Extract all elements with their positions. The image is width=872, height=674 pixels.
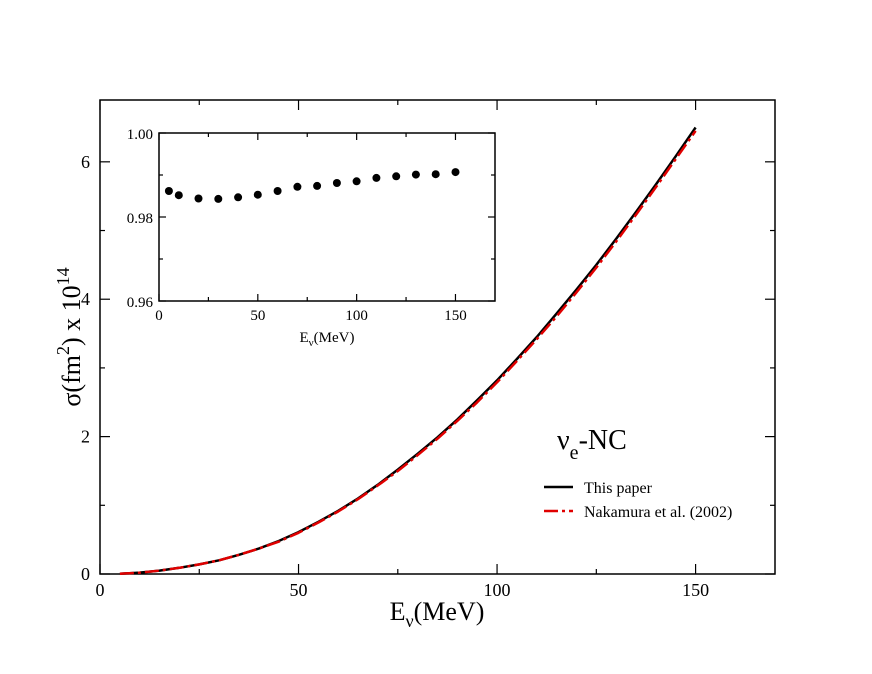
inset-data-point bbox=[234, 193, 243, 202]
legend-label-nakamura: Nakamura et al. (2002) bbox=[584, 504, 732, 521]
inset-data-point bbox=[194, 194, 203, 203]
main-series bbox=[119, 126, 697, 576]
inset-data-point bbox=[214, 194, 223, 203]
x-tick-label: 50 bbox=[250, 308, 265, 324]
main-y-axis-title-a: σ(fm bbox=[57, 355, 86, 407]
inset-data-point bbox=[164, 187, 173, 195]
inset-data-point bbox=[253, 190, 262, 199]
inset-data-point bbox=[392, 172, 401, 181]
main-x-axis-title-unit: (MeV) bbox=[414, 597, 485, 626]
x-tick-label: 150 bbox=[444, 308, 467, 324]
annotation-nu-e-nc: νe-NC bbox=[557, 425, 627, 464]
x-tick-label: 100 bbox=[345, 308, 368, 324]
inset-data-point bbox=[332, 179, 341, 187]
main-ticks: 0 50 100 150 0 2 4 6 bbox=[81, 100, 775, 600]
main-y-axis-title-sup: 2 bbox=[53, 346, 73, 355]
y-tick-label: 0 bbox=[81, 564, 90, 584]
y-tick-label: 0.96 bbox=[127, 295, 154, 311]
annotation-rest: -NC bbox=[579, 425, 627, 456]
inset-points bbox=[164, 168, 460, 203]
main-x-axis-title-sub: ν bbox=[405, 611, 413, 631]
inset-x-axis-title: Eν(MeV) bbox=[300, 330, 355, 349]
inset-x-axis-title-unit: (MeV) bbox=[314, 330, 355, 346]
inset-data-point bbox=[372, 173, 381, 182]
y-tick-label: 1.00 bbox=[127, 127, 153, 143]
y-tick-label: 2 bbox=[81, 427, 90, 447]
main-y-axis-title-b: ) x 10 bbox=[57, 285, 86, 346]
annotation-main: ν bbox=[557, 425, 570, 456]
x-tick-label: 0 bbox=[96, 580, 105, 600]
y-tick-label: 0.98 bbox=[127, 211, 153, 227]
main-y-axis-title-exp: 14 bbox=[53, 267, 73, 285]
y-tick-label: 4 bbox=[81, 289, 90, 309]
legend-label-this-paper: This paper bbox=[584, 480, 653, 497]
main-x-axis-title-main: E bbox=[390, 597, 406, 626]
x-tick-label: 150 bbox=[682, 580, 709, 600]
x-tick-label: 0 bbox=[155, 308, 163, 324]
inset-data-point bbox=[313, 181, 322, 190]
inset-data-point bbox=[174, 191, 183, 200]
inset-data-point bbox=[273, 187, 282, 195]
inset-data-point bbox=[431, 170, 440, 179]
x-tick-label: 50 bbox=[290, 580, 308, 600]
inset-x-axis-title-main: E bbox=[300, 330, 309, 346]
legend: This paper Nakamura et al. (2002) bbox=[544, 480, 732, 521]
main-x-axis-title: Eν(MeV) bbox=[390, 597, 485, 631]
inset-plot-frame bbox=[158, 132, 496, 302]
inset-data-point bbox=[293, 182, 302, 191]
series-line-this-paper bbox=[119, 126, 697, 576]
main-plot-frame bbox=[99, 99, 776, 575]
inset-data-point bbox=[411, 170, 420, 179]
inset-data-point bbox=[451, 168, 460, 177]
inset-x-axis-title-sub: ν bbox=[309, 337, 314, 349]
inset-data-point bbox=[352, 177, 361, 186]
x-tick-label: 100 bbox=[484, 580, 511, 600]
inset-ticks: 0 50 100 150 0.96 0.98 1.00 bbox=[127, 127, 495, 324]
y-tick-label: 6 bbox=[81, 152, 90, 172]
main-y-axis-title: σ(fm2) x 1014 bbox=[53, 267, 86, 406]
annotation-sub: e bbox=[570, 442, 579, 464]
